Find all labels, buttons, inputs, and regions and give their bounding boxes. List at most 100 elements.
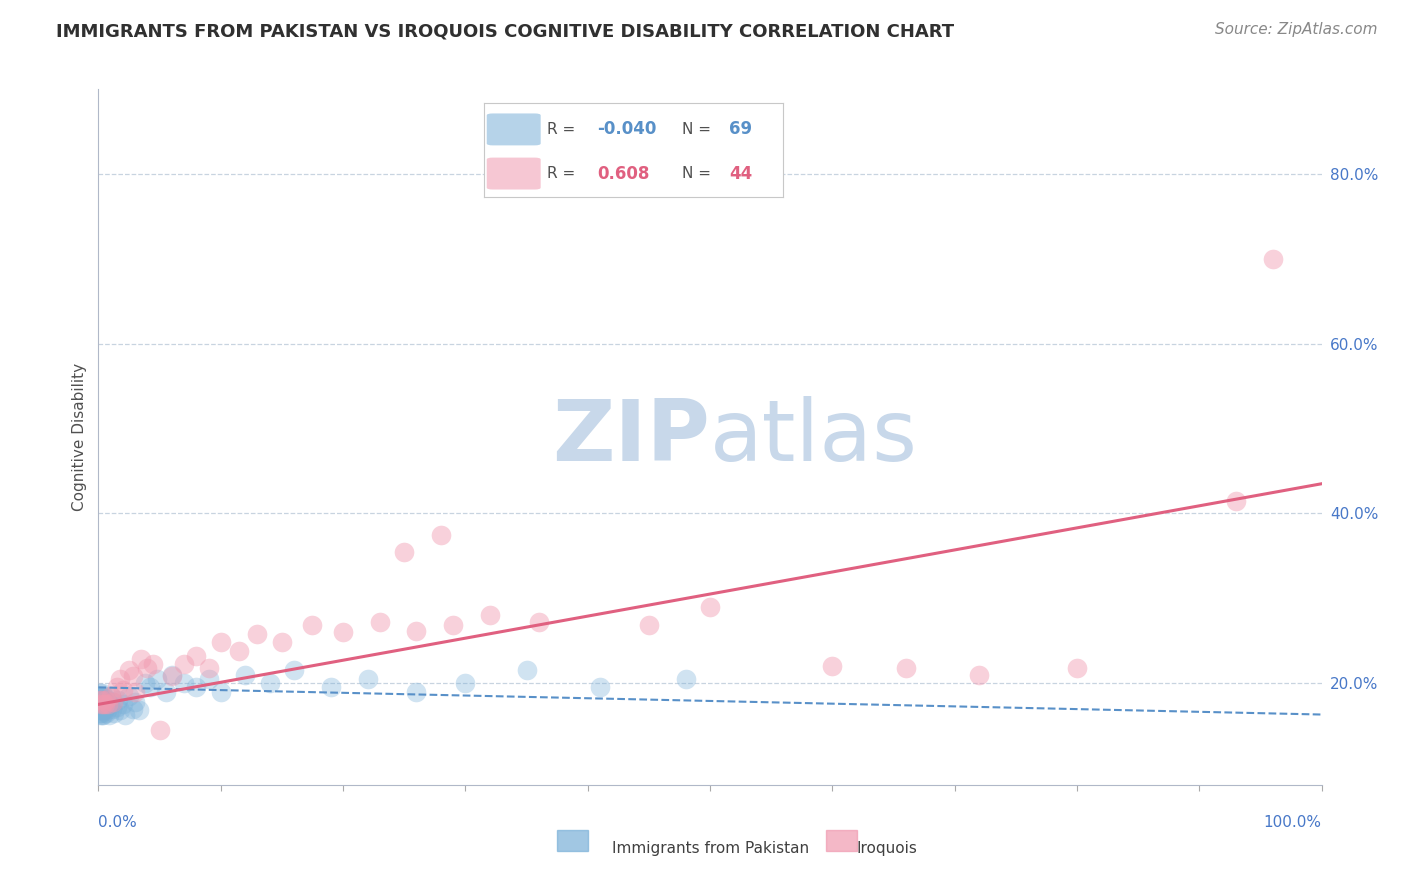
Point [110,703,132,717]
Point [228,644,250,658]
Text: N =: N = [682,122,716,136]
Point [121,701,143,715]
Point [97,698,120,712]
Text: -0.040: -0.040 [598,120,657,138]
Point [319,681,342,695]
Point [1261,252,1284,266]
Point [124,684,146,698]
Point [454,676,477,690]
Point [94,699,117,714]
Point [89,699,111,714]
Bar [557,830,588,851]
Point [589,681,612,695]
Point [89,698,111,712]
FancyBboxPatch shape [486,113,541,145]
Text: N =: N = [682,166,716,181]
Point [149,723,172,737]
Point [136,661,159,675]
Point [91,686,114,700]
Text: 100.0%: 100.0% [1264,814,1322,830]
Point [173,676,195,690]
Point [111,698,134,712]
Point [118,689,141,703]
Point [478,608,501,623]
Point [405,684,427,698]
Point [103,706,125,720]
Point [89,701,111,715]
Text: ZIP: ZIP [553,395,710,479]
Point [101,701,124,715]
Text: 69: 69 [730,120,752,138]
Point [91,703,114,717]
Point [128,703,150,717]
Point [356,672,378,686]
Point [160,667,183,681]
Point [173,657,195,672]
Point [91,693,114,707]
Point [101,695,124,709]
Point [91,708,114,723]
Point [90,693,112,707]
Point [246,627,269,641]
Point [98,708,121,723]
Point [93,708,115,723]
Text: R =: R = [547,122,579,136]
Point [368,615,391,629]
Point [111,682,134,697]
Point [93,698,115,712]
Y-axis label: Cognitive Disability: Cognitive Disability [72,363,87,511]
Point [90,706,112,720]
Point [129,652,152,666]
Point [430,527,453,541]
Point [186,681,208,695]
Point [100,689,122,703]
Point [91,698,114,712]
Point [821,659,844,673]
Text: Source: ZipAtlas.com: Source: ZipAtlas.com [1215,22,1378,37]
Point [209,684,232,698]
Point [89,686,111,700]
Point [124,695,146,709]
Point [94,693,117,707]
Point [675,672,697,686]
Point [107,693,129,707]
Point [142,657,165,672]
FancyBboxPatch shape [486,158,541,189]
Point [114,708,136,723]
Point [93,689,115,703]
Point [392,544,416,558]
Text: Immigrants from Pakistan: Immigrants from Pakistan [612,840,810,855]
Text: 0.0%: 0.0% [98,814,138,830]
Point [90,698,112,712]
Point [94,706,117,720]
Point [91,693,114,707]
Point [259,676,281,690]
Point [110,672,132,686]
Point [90,703,112,717]
Point [89,693,111,707]
Text: 44: 44 [730,164,752,183]
Point [101,695,124,709]
Point [1225,493,1247,508]
Point [894,661,917,675]
Point [90,695,112,709]
Point [96,693,118,707]
Point [301,618,323,632]
Point [186,648,208,663]
Point [90,689,112,703]
Point [637,618,661,632]
Point [91,698,114,712]
Point [105,699,128,714]
Point [160,669,183,683]
Point [91,699,114,714]
Point [515,664,537,678]
Point [527,615,550,629]
Point [90,701,112,715]
Text: atlas: atlas [710,395,918,479]
Point [89,693,111,707]
Point [197,672,219,686]
Point [197,661,219,675]
Point [233,667,256,681]
Text: R =: R = [547,166,585,181]
Bar [827,830,856,851]
